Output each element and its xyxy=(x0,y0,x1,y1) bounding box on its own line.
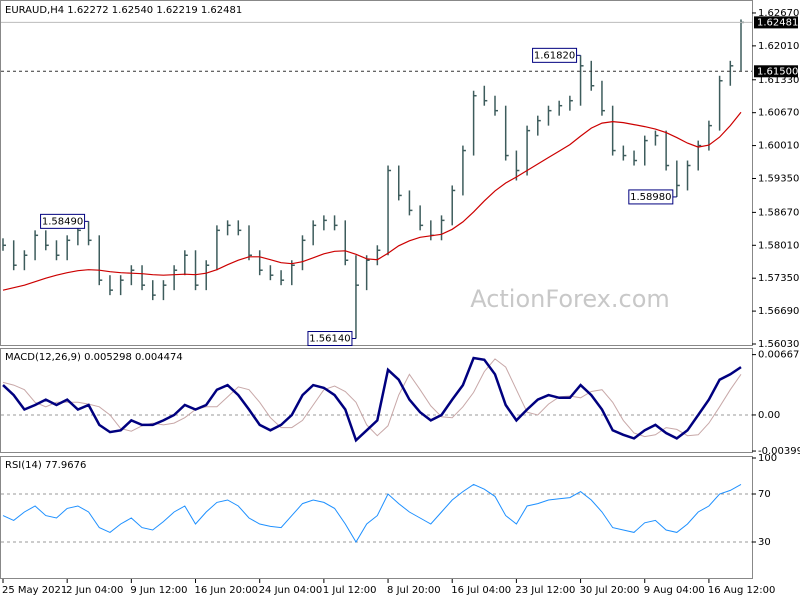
y-tick-label: 1.58010 xyxy=(758,240,799,251)
y-tick-label: 70 xyxy=(758,489,771,500)
signal-line xyxy=(2,358,742,438)
price-label: 1.62481 xyxy=(757,17,798,28)
y-tick-label: 30 xyxy=(758,537,771,548)
annotation-box xyxy=(307,331,353,347)
x-tick-label: 9 Aug 04:00 xyxy=(644,585,705,596)
x-tick-label: 30 Jul 20:00 xyxy=(580,585,640,596)
price-title: EURAUD,H4 1.62272 1.62540 1.62219 1.6248… xyxy=(5,5,242,16)
x-tick-label: 24 Jun 04:00 xyxy=(259,585,323,596)
annotation-box xyxy=(40,213,86,229)
x-tick-label: 8 Jul 20:00 xyxy=(387,585,441,596)
y-tick-label: -0.003994 xyxy=(758,446,800,457)
rsi-line xyxy=(2,483,742,543)
watermark: ActionForex.com xyxy=(470,285,670,313)
macd-line xyxy=(2,356,742,443)
x-tick-label: 16 Jun 20:00 xyxy=(195,585,259,596)
annotation-box xyxy=(628,189,674,205)
annotation-box xyxy=(532,47,578,63)
price-label-box xyxy=(754,65,798,78)
y-tick-label: 1.60010 xyxy=(758,141,799,152)
macd-title: MACD(12,26,9) 0.005298 0.004474 xyxy=(5,352,183,363)
rsi-panel xyxy=(0,456,753,579)
annotation-label: 1.58490 xyxy=(42,216,83,227)
y-tick-label: 1.60670 xyxy=(758,108,799,119)
y-tick-label: 1.57350 xyxy=(758,273,799,284)
y-tick-label: 1.56690 xyxy=(758,306,799,317)
y-tick-label: 1.62670 xyxy=(758,8,799,19)
y-tick-label: 1.58670 xyxy=(758,207,799,218)
x-tick-label: 16 Jul 04:00 xyxy=(451,585,511,596)
annotation-label: 1.61820 xyxy=(534,50,575,61)
x-tick-label: 9 Jun 12:00 xyxy=(130,585,187,596)
x-tick-label: 16 Aug 12:00 xyxy=(708,585,775,596)
y-tick-label: 0.00 xyxy=(758,410,780,421)
price-panel xyxy=(0,0,753,346)
moving-average xyxy=(2,111,742,291)
annotation-label: 1.56140 xyxy=(309,334,350,345)
price-label-box xyxy=(754,16,798,29)
macd-panel xyxy=(0,348,753,453)
annotation-label: 1.58980 xyxy=(630,192,671,203)
x-tick-label: 25 May 2021 xyxy=(2,585,67,596)
y-tick-label: 0.006679 xyxy=(758,350,800,361)
x-tick-label: 2 Jun 04:00 xyxy=(66,585,123,596)
x-tick-label: 23 Jul 12:00 xyxy=(515,585,575,596)
x-tick-label: 1 Jul 12:00 xyxy=(323,585,377,596)
rsi-title: RSI(14) 77.9676 xyxy=(5,460,86,471)
y-tick-label: 1.59350 xyxy=(758,173,799,184)
y-tick-label: 1.61330 xyxy=(758,75,799,86)
y-tick-label: 100 xyxy=(758,453,777,464)
y-tick-label: 1.56030 xyxy=(758,339,799,350)
price-label: 1.61500 xyxy=(757,66,798,77)
y-tick-label: 1.62010 xyxy=(758,41,799,52)
